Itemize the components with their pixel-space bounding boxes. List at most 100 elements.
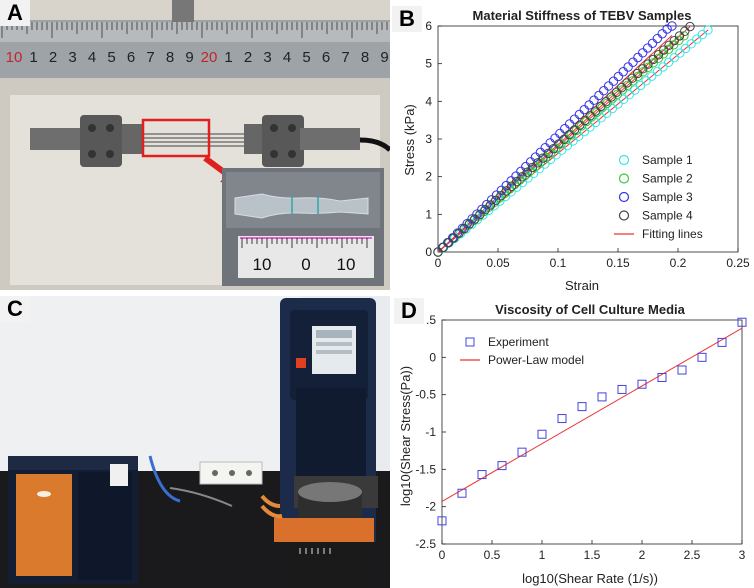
legend-marker <box>618 173 630 184</box>
data-point <box>527 162 538 173</box>
data-point <box>608 76 619 86</box>
panel-label-c: C <box>0 296 30 322</box>
ruler-number: 6 <box>127 49 135 66</box>
ruler-number: 10 <box>6 49 23 66</box>
data-point <box>596 101 606 112</box>
data-point <box>486 195 497 205</box>
data-point <box>638 64 648 74</box>
data-point <box>517 172 527 182</box>
data-point <box>537 429 547 439</box>
legend-label: Sample 2 <box>642 172 693 186</box>
data-point <box>618 67 628 77</box>
ruler-numbers: 10 1 2 3 4 5 6 7 8 9 20 1 2 3 4 5 6 7 8 9 <box>6 49 389 66</box>
data-point <box>737 317 747 327</box>
data-point <box>703 25 713 35</box>
data-point <box>692 34 702 44</box>
data-point <box>686 39 696 49</box>
data-point <box>667 21 677 31</box>
data-point <box>643 59 653 69</box>
x-tick-label: 1.5 <box>584 548 601 562</box>
data-point <box>459 223 469 234</box>
data-point <box>647 38 658 48</box>
data-point <box>630 85 640 95</box>
x-tick-label: 0.5 <box>484 548 501 562</box>
data-point <box>637 379 647 389</box>
legend-label: Fitting lines <box>642 227 703 241</box>
data-point <box>624 90 634 100</box>
legend-marker <box>618 210 630 221</box>
scale-number: 10 <box>337 255 356 274</box>
data-point <box>475 209 485 220</box>
data-point <box>483 205 494 216</box>
y-tick-label: 2 <box>425 170 432 184</box>
data-point <box>540 159 550 169</box>
data-point <box>574 109 585 120</box>
viscosity-chart: Viscosity of Cell Culture Media 0 0.5 1 1.5… <box>398 302 747 586</box>
data-point <box>662 24 672 34</box>
legend-marker <box>618 154 630 166</box>
data-point <box>675 48 685 58</box>
data-point <box>652 66 663 77</box>
y-tick-label: .5 <box>426 313 436 327</box>
data-point <box>599 86 609 96</box>
panel-label-b: B <box>392 6 422 32</box>
panel-label-d: D <box>394 298 424 324</box>
data-point <box>601 97 611 107</box>
data-point <box>663 57 674 68</box>
legend-label: Sample 3 <box>642 190 693 204</box>
ruler-number: 2 <box>244 49 252 66</box>
data-point <box>501 180 511 191</box>
data-point <box>579 104 589 115</box>
x-tick-label: 3 <box>739 548 746 562</box>
panel-label-a: A <box>0 0 30 26</box>
data-point <box>522 167 532 177</box>
data-point <box>627 73 637 83</box>
legend-label: Experiment <box>488 335 549 349</box>
legend-marker <box>465 337 475 347</box>
legend-label: Power-Law model <box>488 353 584 367</box>
scale-ticks <box>241 238 368 248</box>
data-point <box>449 233 459 243</box>
data-point <box>470 214 480 224</box>
data-point <box>564 129 574 140</box>
data-point <box>657 29 667 39</box>
data-point <box>525 157 536 167</box>
x-tick-label: 0 <box>439 548 446 562</box>
data-point <box>548 143 559 154</box>
data-point <box>679 31 689 41</box>
data-point <box>516 166 526 177</box>
fitting-line <box>437 26 691 253</box>
legend-marker <box>618 191 630 203</box>
data-point <box>528 168 539 179</box>
x-tick-label: 0.2 <box>670 256 687 270</box>
x-axis-label: Strain <box>565 278 599 293</box>
y-tick-label: 4 <box>425 94 432 108</box>
x-tick-label: 2 <box>639 548 646 562</box>
data-point <box>506 176 516 186</box>
data-point <box>622 78 632 88</box>
x-tick-label: 1 <box>539 548 546 562</box>
data-point <box>628 57 638 67</box>
data-point <box>632 68 643 79</box>
y-tick-label: -1.5 <box>415 462 436 476</box>
data-point <box>554 139 564 149</box>
data-point <box>585 111 595 121</box>
x-tick-label: 2.5 <box>684 548 701 562</box>
data-point <box>648 54 658 65</box>
ruler-number: 6 <box>322 49 330 66</box>
y-tick-label: 6 <box>425 19 432 33</box>
scale-number: 10 <box>253 255 272 274</box>
data-point <box>545 154 556 165</box>
y-tick-label: -2 <box>425 500 436 514</box>
data-point <box>680 43 691 54</box>
stiffness-chart: Material Stiffness of TEBV Samples 0 0.05… <box>402 8 750 293</box>
data-point <box>584 100 594 110</box>
data-point <box>457 488 467 498</box>
data-point <box>569 114 580 124</box>
data-point <box>659 45 669 55</box>
ruler-number: 7 <box>146 49 154 66</box>
data-point <box>575 120 585 130</box>
data-point <box>433 247 443 257</box>
data-point <box>613 71 624 82</box>
data-point <box>633 52 643 63</box>
